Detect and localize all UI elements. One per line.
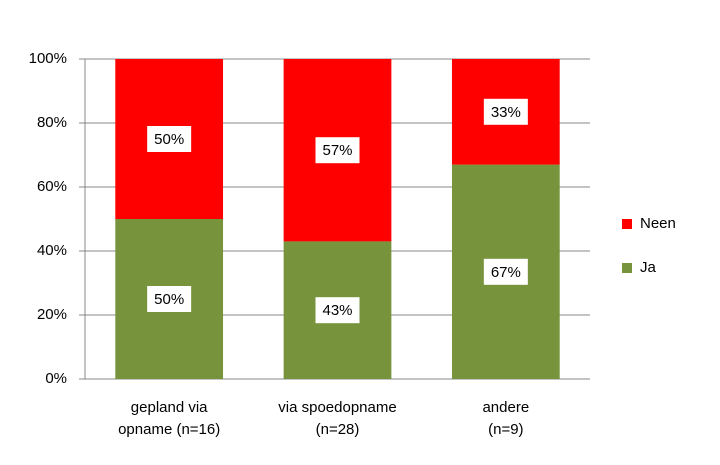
legend-swatch	[622, 263, 632, 273]
y-tick-label: 20%	[37, 306, 67, 323]
legend-label: Neen	[640, 215, 676, 232]
y-tick-label: 100%	[29, 50, 67, 67]
legend-label: Ja	[640, 259, 657, 276]
x-tick-label: gepland via opname (n=16)	[118, 399, 220, 438]
value-label-box	[147, 126, 192, 152]
value-label: 43%	[322, 302, 352, 319]
y-tick-label: 40%	[37, 242, 67, 259]
x-tick-label: via spoedopname (n=28)	[278, 399, 396, 438]
value-label-box	[483, 258, 528, 285]
y-tick-label: 60%	[37, 178, 67, 195]
value-label: 33%	[491, 104, 521, 121]
value-label-box	[483, 98, 528, 125]
value-label: 50%	[154, 131, 184, 148]
value-label: 67%	[491, 264, 521, 281]
y-tick-label: 0%	[45, 370, 67, 387]
x-tick-label: andere (n=9)	[482, 399, 529, 438]
y-tick-label: 80%	[37, 114, 67, 131]
value-label-box	[315, 137, 360, 164]
legend-swatch	[622, 219, 632, 229]
value-label: 57%	[322, 142, 352, 159]
value-label-box	[147, 286, 192, 312]
value-label: 50%	[154, 291, 184, 308]
value-label-box	[315, 297, 360, 324]
